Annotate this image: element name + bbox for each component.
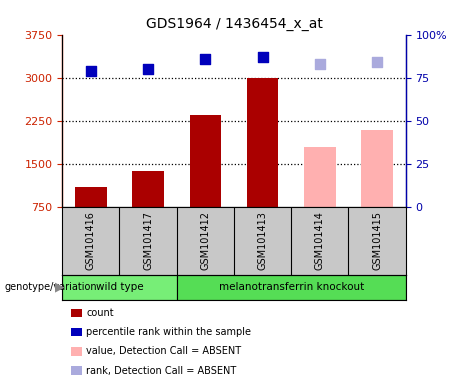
Bar (247, 78, 278, 207)
Bar (62, 275, 177, 300)
Bar (304, 147, 336, 207)
Text: count: count (86, 308, 114, 318)
Text: GSM101412: GSM101412 (201, 212, 210, 270)
Bar (75, 187, 106, 207)
Point (201, 56, 209, 62)
Text: GSM101417: GSM101417 (143, 212, 153, 270)
Text: ▶: ▶ (55, 281, 65, 293)
Bar (361, 130, 393, 207)
Point (144, 66, 152, 72)
Text: GSM101414: GSM101414 (315, 212, 325, 270)
Text: melanotransferrin knockout: melanotransferrin knockout (219, 282, 364, 292)
Text: percentile rank within the sample: percentile rank within the sample (86, 327, 251, 337)
Point (373, 59, 381, 65)
Text: rank, Detection Call = ABSENT: rank, Detection Call = ABSENT (86, 366, 236, 376)
Bar (189, 115, 221, 207)
Bar (177, 275, 406, 300)
Text: wild type: wild type (96, 282, 143, 292)
Point (316, 61, 324, 67)
Point (259, 54, 266, 60)
Text: GSM101415: GSM101415 (372, 212, 382, 270)
Point (87, 68, 95, 74)
Title: GDS1964 / 1436454_x_at: GDS1964 / 1436454_x_at (146, 17, 322, 31)
Bar (132, 171, 164, 207)
Text: genotype/variation: genotype/variation (5, 282, 97, 292)
Text: GSM101416: GSM101416 (86, 212, 96, 270)
Text: GSM101413: GSM101413 (258, 212, 267, 270)
Text: value, Detection Call = ABSENT: value, Detection Call = ABSENT (86, 346, 241, 356)
